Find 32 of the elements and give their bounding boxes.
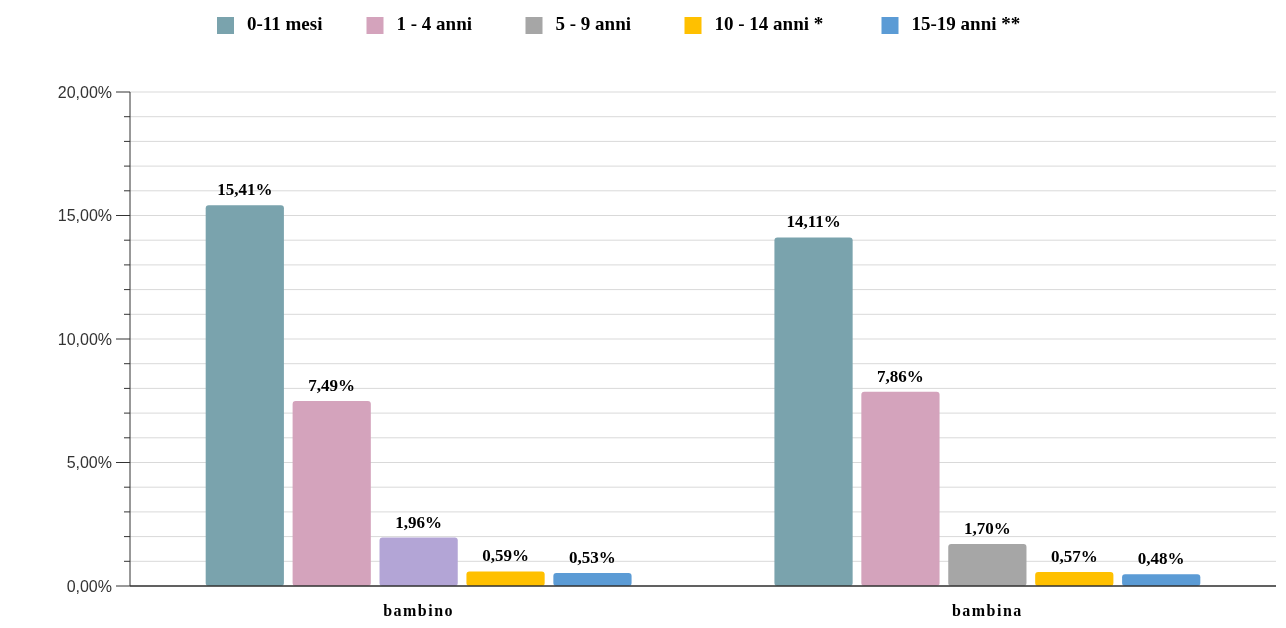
data-label: 0,53%: [569, 547, 616, 567]
y-tick-label: 10,00%: [57, 330, 112, 348]
bar: [861, 391, 940, 586]
data-label: 0,59%: [482, 546, 529, 566]
bar: [292, 401, 371, 586]
legend-label: 0-11 mesi: [247, 13, 323, 34]
data-label: 1,96%: [395, 512, 443, 532]
y-tick-label: 0,00%: [66, 577, 112, 595]
bar: [1035, 571, 1114, 586]
data-label: 15,41%: [217, 180, 273, 200]
bar: [205, 205, 284, 586]
data-label: 0,57%: [1050, 546, 1098, 566]
bar: [948, 544, 1027, 586]
x-tick-label: bambina: [951, 602, 1023, 619]
data-label: 1,70%: [963, 519, 1011, 539]
bar: [774, 237, 853, 586]
data-label: 7,49%: [308, 376, 356, 395]
data-label: 0,48%: [1137, 549, 1185, 569]
y-tick-label: 5,00%: [66, 454, 112, 472]
legend-label: 15-19 anni **: [911, 13, 1021, 34]
legend-label: 10 - 14 anni *: [714, 13, 824, 34]
bar: [466, 571, 545, 586]
y-tick-label: 20,00%: [57, 83, 112, 101]
bar: [553, 572, 632, 586]
legend-label: 5 - 9 anni: [555, 13, 631, 34]
x-tick-label: bambino: [383, 602, 455, 619]
bar: [379, 537, 458, 586]
data-label: 7,86%: [877, 366, 924, 386]
legend-label: 1 - 4 anni: [396, 13, 472, 34]
bar: [1122, 574, 1201, 586]
data-label: 14,11%: [786, 212, 841, 232]
y-tick-label: 15,00%: [57, 207, 112, 225]
